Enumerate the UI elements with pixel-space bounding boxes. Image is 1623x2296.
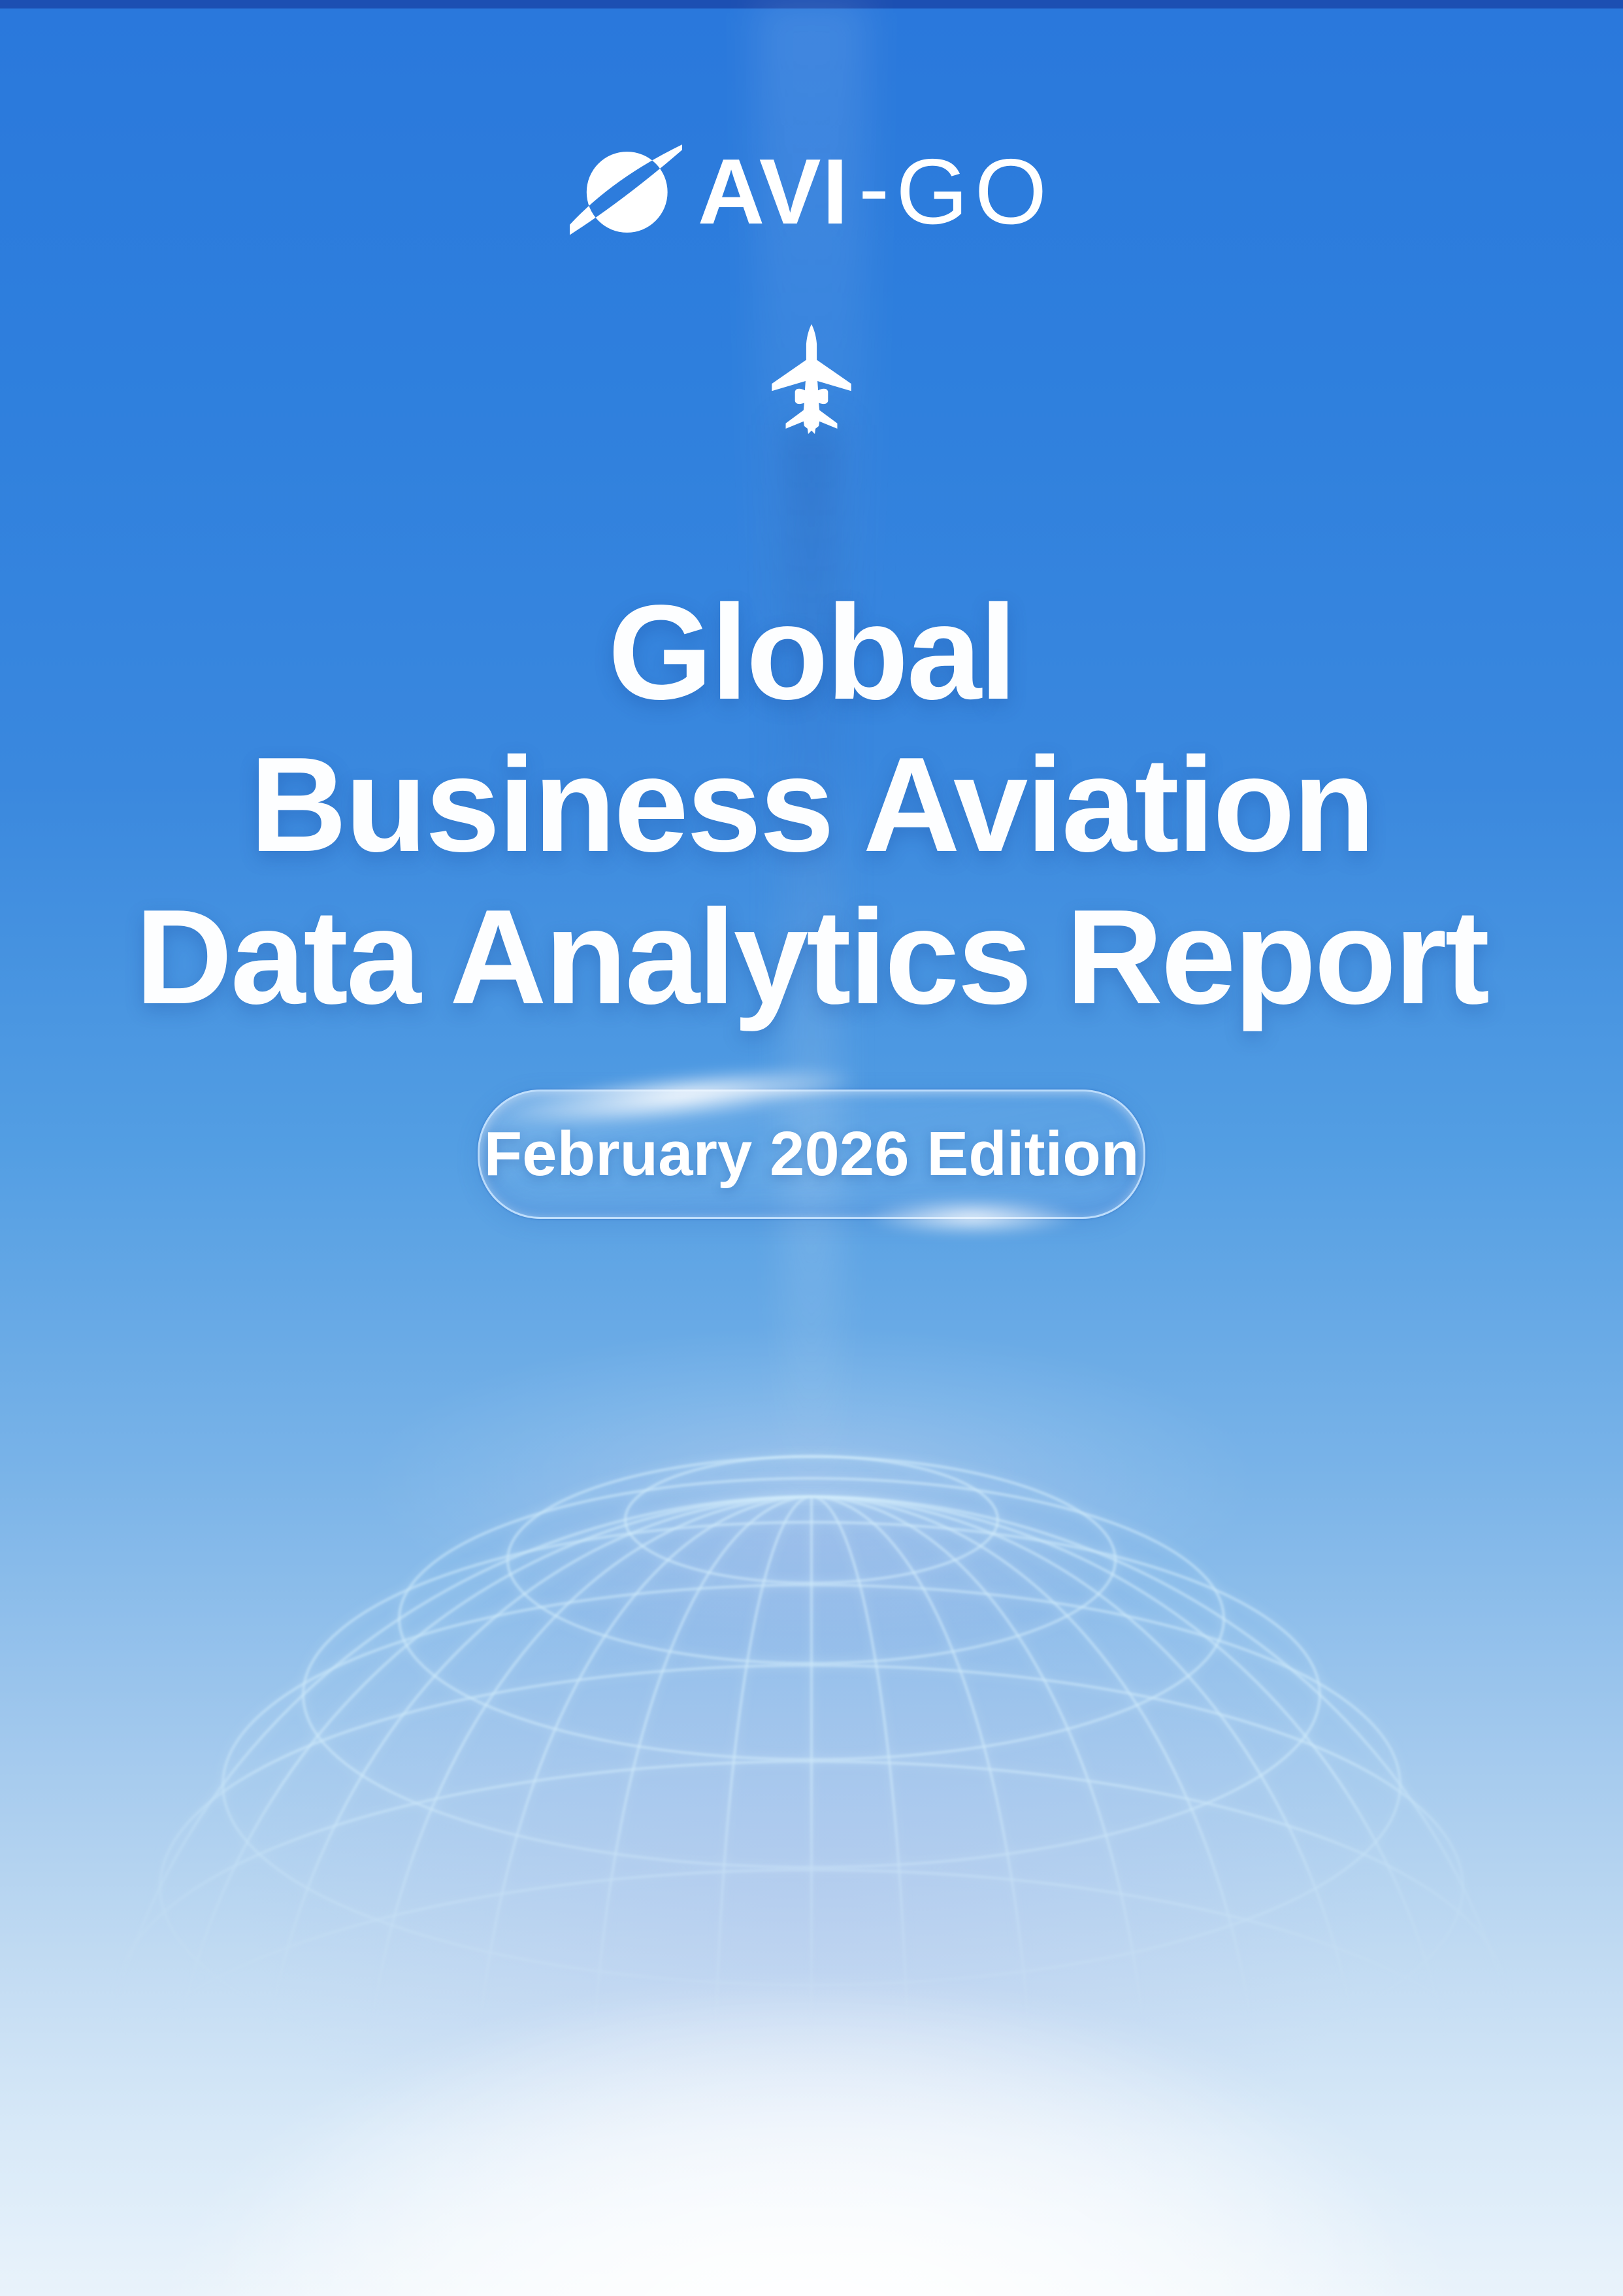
edition-badge-label: February 2026 Edition <box>484 1119 1139 1189</box>
planet-orbit-icon <box>569 144 682 235</box>
business-jet-icon <box>766 324 857 435</box>
brand-logo: AVI - GO <box>0 136 1623 248</box>
title-line-2: Business Aviation <box>250 729 1375 880</box>
brand-word-bold: AVI <box>697 140 849 244</box>
globe-grid-icon <box>0 1392 1623 2296</box>
light-streak <box>756 0 867 641</box>
top-accent-bar <box>0 0 1623 8</box>
brand-word-light: GO <box>896 140 1054 244</box>
brand-word-separator: - <box>858 136 890 240</box>
report-title: Global Business Aviation Data Analytics … <box>0 576 1623 1033</box>
edition-badge: February 2026 Edition <box>478 1090 1145 1219</box>
contrail-streak <box>782 425 841 1503</box>
title-line-1: Global <box>608 577 1017 727</box>
title-line-3: Data Analytics Report <box>135 881 1490 1032</box>
brand-wordmark: AVI - GO <box>697 140 1054 244</box>
